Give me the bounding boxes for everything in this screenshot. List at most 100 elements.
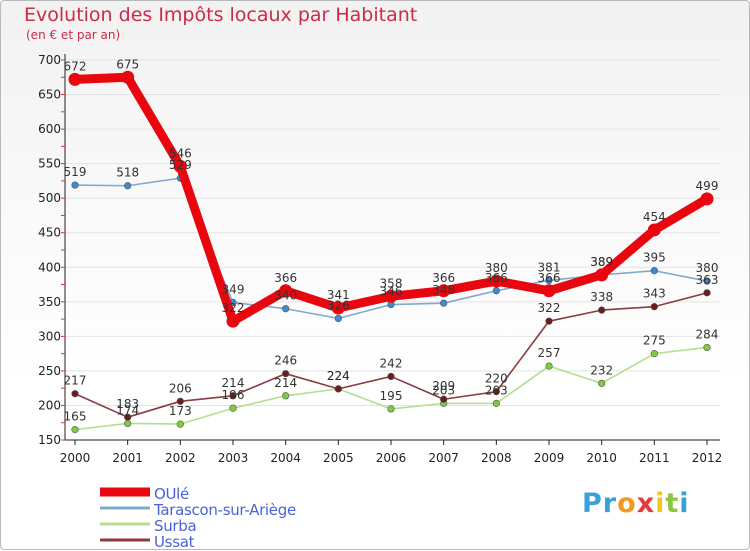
x-tick-label: 2004: [270, 451, 301, 465]
point-surba: [650, 350, 658, 358]
data-label: 214: [274, 376, 297, 390]
y-tick-label: 200: [38, 398, 61, 412]
logo-letter: P: [582, 488, 603, 519]
chart-title: Evolution des Impôts locaux par Habitant: [24, 4, 418, 26]
data-label: 349: [222, 283, 245, 297]
data-label: 165: [64, 410, 87, 424]
data-label: 338: [590, 290, 613, 304]
data-label: 203: [432, 383, 455, 397]
data-label: 529: [169, 158, 192, 172]
data-label: 214: [222, 376, 245, 390]
data-label: 284: [696, 327, 719, 341]
point-oul-: [68, 72, 82, 86]
x-tick-label: 2000: [60, 451, 91, 465]
point-tarascon-sur-ari-ge: [124, 182, 132, 190]
data-label: 366: [485, 271, 508, 285]
point-oul-: [647, 223, 661, 237]
point-oul-: [331, 301, 345, 315]
legend-swatch: [100, 487, 150, 497]
y-tick-label: 700: [38, 53, 61, 67]
legend: OUlé Tarascon-sur-Ariège Surba Ussat: [100, 484, 296, 550]
point-oul-: [542, 284, 556, 298]
data-label: 174: [116, 403, 139, 417]
point-oul-: [173, 159, 187, 173]
data-label: 220: [485, 372, 508, 386]
legend-item: Tarascon-sur-Ariège: [100, 500, 296, 519]
legend-item: Ussat: [100, 532, 296, 550]
point-ussat: [440, 395, 448, 403]
point-surba: [545, 362, 553, 370]
legend-label: Tarascon-sur-Ariège: [154, 501, 296, 519]
data-label: 518: [116, 166, 139, 180]
y-tick-label: 400: [38, 260, 61, 274]
data-label: 224: [327, 369, 350, 383]
point-surba: [387, 405, 395, 413]
data-label: 346: [380, 285, 403, 299]
x-tick-label: 2003: [218, 451, 249, 465]
point-tarascon-sur-ari-ge: [650, 267, 658, 275]
logo-letter: x: [636, 488, 656, 519]
y-tick-label: 250: [38, 364, 61, 378]
data-label: 326: [327, 298, 350, 312]
point-ussat: [282, 370, 290, 378]
x-tick-label: 2005: [323, 451, 354, 465]
data-label: 196: [222, 388, 245, 402]
axes: [61, 54, 720, 445]
y-tick-labels: 150 200 250 300 350 400 450 500 550 600 650 700: [38, 53, 61, 447]
data-label: 380: [696, 261, 719, 275]
data-label: 209: [432, 379, 455, 393]
point-surba: [124, 419, 132, 428]
y-tick-label: 450: [38, 226, 61, 240]
data-label: 217: [64, 374, 87, 388]
point-surba: [176, 420, 184, 428]
data-label: 195: [380, 389, 403, 403]
point-oul-: [279, 284, 293, 298]
logo-letter: r: [602, 488, 618, 519]
point-surba: [71, 426, 79, 434]
x-tick-label: 2011: [639, 451, 670, 465]
x-tick-label: 2002: [165, 451, 196, 465]
point-surba: [282, 392, 290, 400]
data-label: 454: [643, 210, 666, 224]
logo-letter: o: [617, 488, 637, 519]
data-label: 206: [169, 381, 192, 395]
logo-letter: i: [655, 488, 666, 519]
point-tarascon-sur-ari-ge: [492, 287, 500, 295]
data-label: 232: [590, 363, 613, 377]
data-label: 519: [64, 165, 87, 179]
x-tick-label: 2009: [534, 451, 565, 465]
legend-swatch: [100, 522, 150, 526]
x-tick-label: 2012: [692, 451, 723, 465]
data-label: 343: [643, 287, 666, 301]
legend-item: Surba: [100, 516, 296, 534]
x-tick-label: 2010: [586, 451, 617, 465]
data-label: 675: [116, 57, 139, 71]
point-tarascon-sur-ari-ge: [71, 181, 79, 189]
y-tick-label: 650: [38, 88, 61, 102]
data-label: 203: [485, 383, 508, 397]
data-label: 341: [327, 288, 350, 302]
data-label: 275: [643, 334, 666, 348]
point-ussat: [124, 413, 132, 421]
point-ussat: [650, 303, 658, 311]
data-label: 381: [538, 260, 561, 274]
y-tick-label: 150: [38, 433, 61, 447]
point-ussat: [229, 392, 237, 400]
point-surba: [703, 343, 711, 352]
x-tick-label: 2007: [428, 451, 459, 465]
data-label: 366: [538, 271, 561, 285]
point-ussat: [598, 306, 606, 314]
series-group: [68, 70, 714, 434]
data-label: 348: [432, 283, 455, 297]
point-oul-: [384, 289, 398, 303]
point-oul-: [226, 314, 240, 328]
y-tick-label: 350: [38, 295, 61, 309]
data-label: 246: [274, 354, 297, 368]
data-label: 389: [590, 255, 613, 269]
legend-swatch: [100, 538, 150, 542]
data-label: 389: [590, 255, 613, 269]
y-tick-label: 300: [38, 329, 61, 343]
logo-letter: t: [665, 488, 680, 519]
point-tarascon-sur-ari-ge: [440, 299, 448, 307]
point-ussat: [71, 390, 79, 398]
